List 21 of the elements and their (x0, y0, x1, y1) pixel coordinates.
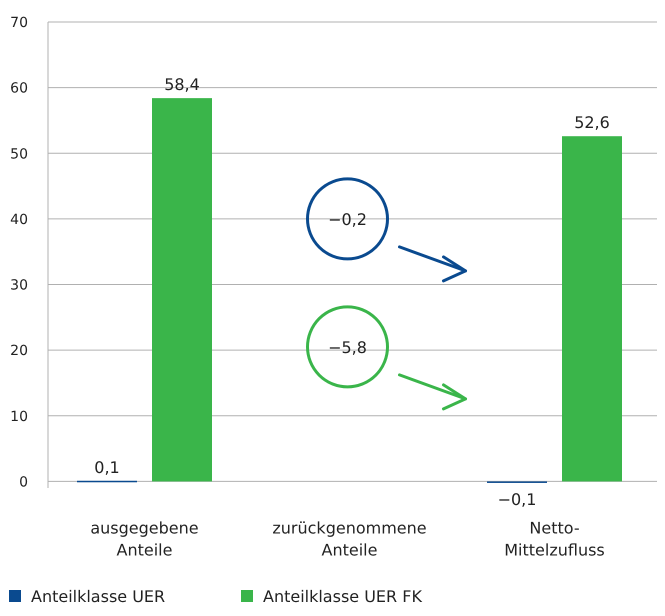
data-label: 0,1 (94, 458, 120, 477)
y-tick-label: 20 (10, 343, 28, 360)
data-label: 52,6 (574, 113, 610, 132)
y-tick-label: 60 (10, 80, 28, 97)
bar (152, 98, 212, 482)
y-tick-label: 10 (10, 408, 28, 425)
x-tick-label: Netto-Mittelzufluss (504, 518, 605, 560)
data-label: 58,4 (164, 75, 200, 94)
annotation: −0,2 (328, 210, 367, 229)
bar (562, 136, 622, 482)
x-tick-label: zurückgenommene Anteile (272, 518, 427, 560)
y-tick-label: 30 (10, 278, 28, 294)
legend-label: Anteilklasse UER FK (263, 587, 422, 606)
legend-label: Anteilklasse UER (31, 587, 166, 606)
y-tick-label: 70 (10, 15, 28, 31)
annotation: −5,8 (328, 338, 367, 357)
y-tick-label: 40 (10, 212, 28, 228)
x-tick-label: ausgegebene Anteile (90, 518, 199, 560)
y-tick-label: 0 (19, 474, 28, 490)
y-tick-label: 50 (10, 146, 28, 162)
data-label: −0,1 (498, 490, 536, 509)
